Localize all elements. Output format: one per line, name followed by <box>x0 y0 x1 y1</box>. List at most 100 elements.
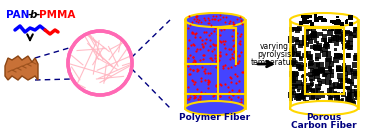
Point <box>329 70 335 73</box>
Point <box>353 57 359 59</box>
Point <box>320 39 326 41</box>
Point <box>217 95 223 97</box>
Point <box>309 79 315 82</box>
Point <box>209 50 215 52</box>
Point <box>348 102 354 105</box>
Point <box>239 23 245 26</box>
Point <box>294 73 300 75</box>
Point <box>193 15 199 18</box>
Bar <box>290 20 358 108</box>
Point <box>228 66 234 68</box>
Point <box>344 79 350 82</box>
Point <box>229 93 235 95</box>
Point <box>333 48 339 51</box>
Point <box>310 34 316 36</box>
Point <box>236 102 242 104</box>
Point <box>201 104 207 106</box>
Point <box>229 53 235 55</box>
Point <box>330 94 336 96</box>
Point <box>231 39 237 41</box>
Point <box>216 59 222 61</box>
Point <box>232 50 239 52</box>
Point <box>206 81 212 83</box>
Point <box>353 93 359 95</box>
Text: PMMA: PMMA <box>39 10 75 20</box>
Point <box>352 35 358 38</box>
Point <box>295 66 301 68</box>
Text: b: b <box>30 10 37 20</box>
Point <box>217 39 223 42</box>
Point <box>194 48 200 50</box>
Point <box>336 54 342 57</box>
Point <box>295 39 301 41</box>
Point <box>309 23 315 25</box>
Point <box>337 105 343 108</box>
Point <box>203 42 209 44</box>
Point <box>291 54 297 56</box>
Point <box>229 56 235 58</box>
Point <box>325 58 332 60</box>
Point <box>347 31 353 33</box>
Point <box>347 86 353 88</box>
Point <box>237 35 243 37</box>
Point <box>338 37 344 39</box>
Point <box>347 80 353 83</box>
Point <box>321 19 327 21</box>
Point <box>290 79 296 81</box>
Point <box>226 22 232 24</box>
Point <box>307 40 313 42</box>
Text: Carbon Fiber: Carbon Fiber <box>291 121 357 131</box>
Point <box>325 93 332 95</box>
Point <box>339 54 345 57</box>
Point <box>201 54 207 56</box>
Point <box>187 96 193 98</box>
Point <box>338 79 344 81</box>
Point <box>326 104 332 106</box>
Point <box>234 91 240 94</box>
Point <box>221 28 227 30</box>
Point <box>353 72 359 75</box>
Point <box>327 32 333 34</box>
Point <box>327 106 333 108</box>
Point <box>237 42 243 45</box>
Point <box>218 84 224 86</box>
Point <box>185 47 191 49</box>
Point <box>234 32 240 34</box>
Point <box>319 16 325 19</box>
Point <box>213 60 219 63</box>
Point <box>322 104 328 107</box>
Point <box>226 48 232 50</box>
Point <box>227 75 233 78</box>
Point <box>202 18 208 21</box>
Point <box>185 27 191 29</box>
Point <box>341 63 347 66</box>
Point <box>215 60 221 63</box>
Point <box>227 20 233 22</box>
Point <box>200 54 206 56</box>
Point <box>207 63 213 65</box>
Point <box>314 47 320 49</box>
Point <box>206 19 212 21</box>
Point <box>217 18 223 20</box>
Point <box>328 39 334 42</box>
Point <box>226 91 232 93</box>
Point <box>317 49 323 51</box>
Point <box>298 67 304 69</box>
Point <box>340 79 346 81</box>
Point <box>295 53 301 55</box>
Point <box>349 69 355 71</box>
Point <box>325 75 331 77</box>
Point <box>239 33 245 35</box>
Point <box>190 69 196 71</box>
Point <box>308 74 314 76</box>
Text: Polymer Fiber: Polymer Fiber <box>180 113 251 123</box>
Point <box>313 46 319 48</box>
Point <box>238 51 244 53</box>
Point <box>307 56 313 58</box>
Point <box>220 40 226 42</box>
Point <box>211 48 217 51</box>
Point <box>325 60 331 62</box>
Point <box>216 102 222 104</box>
Point <box>318 51 324 53</box>
Point <box>189 32 195 34</box>
